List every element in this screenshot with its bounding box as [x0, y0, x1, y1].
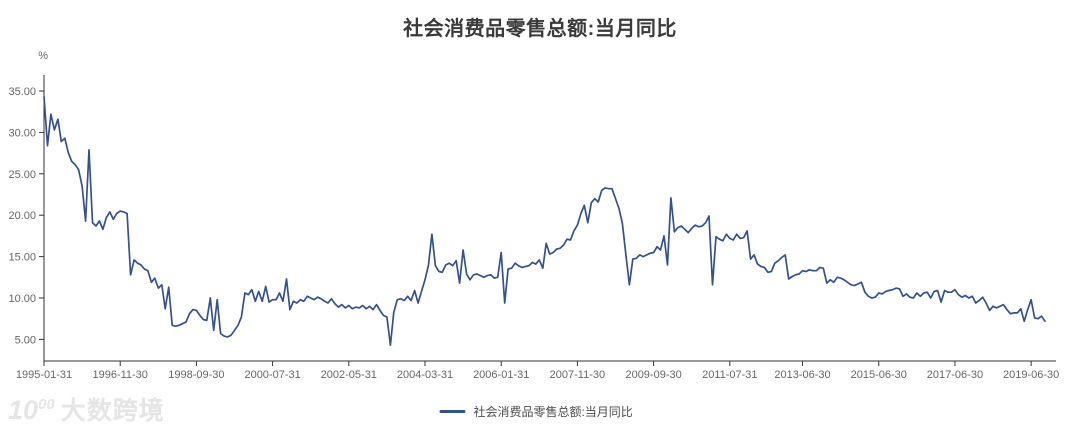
x-axis-tick-label: 2006-01-31 — [473, 369, 529, 381]
x-axis-tick-label: 2009-09-30 — [625, 369, 681, 381]
data-series-line — [43, 95, 1046, 347]
y-axis-tick-label: 20.00 — [8, 210, 36, 222]
x-axis-tick-label: 1998-09-30 — [168, 369, 224, 381]
watermark-brand-text: 大数跨境 — [60, 397, 165, 426]
chart-title: 社会消费品零售总额:当月同比 — [403, 18, 677, 40]
x-axis-tick-label: 1995-01-31 — [16, 369, 72, 381]
watermark: 1000 大数跨境 — [8, 397, 165, 426]
y-axis-tick-label: 35.00 — [8, 86, 36, 98]
legend-label: 社会消费品零售总额:当月同比 — [473, 405, 633, 419]
x-axis-tick-label: 2002-05-31 — [321, 369, 377, 381]
y-axis-tick-label: 10.00 — [8, 293, 36, 305]
x-axis-tick-label: 2013-06-30 — [774, 369, 830, 381]
y-axis-unit-label: % — [38, 50, 48, 62]
x-axis-tick-label: 2004-03-31 — [397, 369, 453, 381]
legend-line-marker — [439, 410, 466, 413]
y-axis-tick-label: 5.00 — [15, 334, 36, 346]
x-axis-tick-label: 1996-11-30 — [92, 369, 147, 381]
watermark-logo: 1000 — [8, 395, 55, 426]
x-axis-tick-label: 2007-11-30 — [550, 369, 605, 381]
x-axis-tick-label: 2017-06-30 — [927, 369, 983, 381]
x-axis-tick-label: 2015-06-30 — [851, 369, 907, 381]
legend-item[interactable]: 社会消费品零售总额:当月同比 — [439, 403, 633, 420]
y-axis-tick-label: 15.00 — [8, 252, 36, 264]
x-axis-tick-label: 2019-06-30 — [1003, 369, 1059, 381]
x-axis-tick-label: 2000-07-31 — [244, 369, 300, 381]
x-axis-tick-label: 2011-07-31 — [702, 369, 757, 381]
y-axis-tick-label: 25.00 — [8, 169, 36, 181]
y-axis-tick-label: 30.00 — [8, 127, 36, 139]
